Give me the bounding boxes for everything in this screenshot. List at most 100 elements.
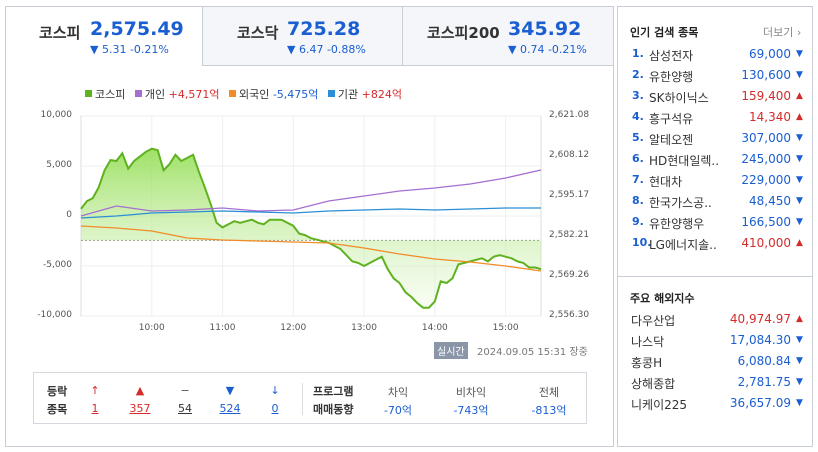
- fall-icon: ▼: [225, 384, 235, 397]
- fall-icon: ▼: [796, 356, 803, 366]
- upper-limit-icon: ↑: [90, 384, 100, 397]
- stock-price: 159,400: [741, 89, 791, 103]
- tab-kospi200-value: 345.92: [508, 18, 582, 40]
- index-price: 36,657.09: [729, 396, 791, 410]
- overseas-index-item[interactable]: 나스닥 17,084.30 ▼: [628, 333, 808, 354]
- legend-kospi-swatch: [85, 90, 92, 97]
- fall-icon: ▼: [796, 217, 803, 227]
- tab-kospi[interactable]: 코스피 2,575.49 ▼ 5.31 -0.21%: [6, 7, 202, 66]
- tab-kospi200-name: 코스피200: [427, 24, 500, 42]
- fall-icon: ▼: [796, 335, 803, 345]
- popular-stock-item[interactable]: 8. 한국가스공.. 48,450 ▼: [628, 194, 808, 215]
- rank-number: 9.: [632, 215, 644, 228]
- x-tick-label: 12:00: [280, 323, 307, 333]
- stock-price: 14,340: [749, 110, 791, 124]
- tab-kospi-name: 코스피: [39, 24, 81, 42]
- rank-number: 7.: [632, 173, 644, 186]
- legend-institution-value: +824억: [361, 88, 403, 101]
- index-tabs: 코스피 2,575.49 ▼ 5.31 -0.21% 코스닥 725.28 ▼ …: [6, 7, 613, 66]
- popular-stock-item[interactable]: 5. 알테오젠 307,000 ▼: [628, 131, 808, 152]
- index-price: 17,084.30: [729, 333, 791, 347]
- more-link[interactable]: 더보기 ›: [763, 24, 801, 40]
- y-left-tick-label: 5,000: [46, 160, 72, 170]
- stock-price: 229,000: [741, 173, 791, 187]
- lower-limit-icon: ↓: [270, 384, 280, 397]
- tab-kosdaq-name: 코스닥: [237, 24, 279, 42]
- legend-foreign-value: -5,475억: [272, 88, 319, 101]
- legend-kospi-label: 코스피: [95, 88, 126, 101]
- rise-icon: ▲: [135, 384, 145, 397]
- rise-count[interactable]: 357: [129, 402, 151, 415]
- market-summary-box: 등락 종목 ↑ ▲ − ▼ ↓ 1 357 54 524 0 프로그램 매매동향…: [33, 372, 587, 424]
- rank-number: 8.: [632, 194, 644, 207]
- realtime-badge: 실시간: [434, 342, 468, 359]
- stock-name: 현대차: [649, 175, 683, 189]
- legend-kospi: 코스피: [85, 86, 125, 102]
- stock-price: 410,000: [741, 236, 791, 250]
- chart-legend: 코스피 개인 +4,571억 외국인 -5,475억 기관 +824억: [85, 86, 408, 102]
- fall-icon: ▼: [796, 377, 803, 387]
- fall-icon: ▼: [796, 154, 803, 164]
- stock-name: HD현대일렉..: [649, 154, 720, 168]
- popular-stock-item[interactable]: 3. SK하이닉스 159,400 ▲: [628, 89, 808, 110]
- index-name: 니케이225: [631, 398, 688, 412]
- non-arbitrage-caption: 비차익: [455, 386, 487, 399]
- program-label-1: 프로그램: [313, 385, 354, 398]
- tab-kospi200[interactable]: 코스피200 345.92 ▼ 0.74 -0.21%: [402, 7, 613, 66]
- popular-stock-item[interactable]: 7. 현대차 229,000 ▼: [628, 173, 808, 194]
- x-tick-label: 13:00: [351, 323, 377, 333]
- y-right-tick-label: 2,621.08: [549, 110, 590, 120]
- total-value: -813억: [531, 404, 567, 417]
- index-price: 2,781.75: [737, 375, 791, 389]
- fall-count[interactable]: 524: [219, 402, 241, 415]
- sidebar-divider: [618, 276, 812, 277]
- updown-label-2: 종목: [47, 403, 68, 416]
- index-name: 홍콩H: [631, 356, 663, 370]
- stock-name: LG에너지솔..: [649, 238, 717, 252]
- popular-stock-item[interactable]: 6. HD현대일렉.. 245,000 ▼: [628, 152, 808, 173]
- overseas-index-item[interactable]: 니케이225 36,657.09 ▼: [628, 396, 808, 417]
- popular-stock-item[interactable]: 10. LG에너지솔.. 410,000 ▲: [628, 236, 808, 257]
- tab-kosdaq[interactable]: 코스닥 725.28 ▼ 6.47 -0.88%: [202, 7, 402, 66]
- index-name: 나스닥: [631, 335, 665, 349]
- legend-foreign: 외국인 -5,475억: [228, 86, 319, 102]
- index-price: 6,080.84: [737, 354, 791, 368]
- stock-price: 307,000: [741, 131, 791, 145]
- upper-limit-count[interactable]: 1: [91, 402, 99, 415]
- rank-number: 4.: [632, 110, 644, 123]
- fall-icon: ▼: [796, 398, 803, 408]
- legend-institution-label: 기관: [337, 88, 359, 101]
- summary-divider: [302, 383, 303, 415]
- popular-stock-item[interactable]: 1. 삼성전자 69,000 ▼: [628, 47, 808, 68]
- program-label-2: 매매동향: [313, 403, 354, 416]
- tab-kosdaq-value: 725.28: [287, 18, 361, 40]
- rise-icon: ▲: [796, 238, 803, 248]
- stock-name: SK하이닉스: [649, 91, 709, 105]
- legend-foreign-label: 외국인: [238, 88, 270, 101]
- lower-limit-count[interactable]: 0: [271, 402, 279, 415]
- chevron-right-icon: ›: [796, 26, 802, 39]
- stock-price: 69,000: [749, 47, 791, 61]
- rise-icon: ▲: [796, 314, 803, 324]
- stock-name: 삼성전자: [649, 49, 694, 63]
- non-arbitrage-value: -743억: [453, 404, 489, 417]
- rank-number: 2.: [632, 68, 644, 81]
- overseas-index-item[interactable]: 상해종합 2,781.75 ▼: [628, 375, 808, 396]
- overseas-index-item[interactable]: 다우산업 40,974.97 ▲: [628, 312, 808, 333]
- popular-stock-item[interactable]: 2. 유한양행 130,600 ▼: [628, 68, 808, 89]
- popular-stock-item[interactable]: 9. 유한양행우 166,500 ▼: [628, 215, 808, 236]
- rank-number: 3.: [632, 89, 644, 102]
- y-left-tick-label: 10,000: [40, 110, 73, 120]
- overseas-title: 주요 해외지수: [630, 292, 695, 305]
- index-name: 상해종합: [631, 377, 676, 391]
- overseas-index-item[interactable]: 홍콩H 6,080.84 ▼: [628, 354, 808, 375]
- stock-name: 알테오젠: [649, 133, 694, 147]
- more-link-label: 더보기: [763, 26, 794, 39]
- legend-individual: 개인 +4,571억: [134, 86, 220, 102]
- unchanged-count[interactable]: 54: [178, 402, 192, 415]
- x-tick-label: 11:00: [209, 323, 236, 333]
- stock-price: 245,000: [741, 152, 791, 166]
- popular-stock-item[interactable]: 4. 흥구석유 14,340 ▲: [628, 110, 808, 131]
- stock-price: 166,500: [741, 215, 791, 229]
- legend-individual-value: +4,571억: [168, 88, 220, 101]
